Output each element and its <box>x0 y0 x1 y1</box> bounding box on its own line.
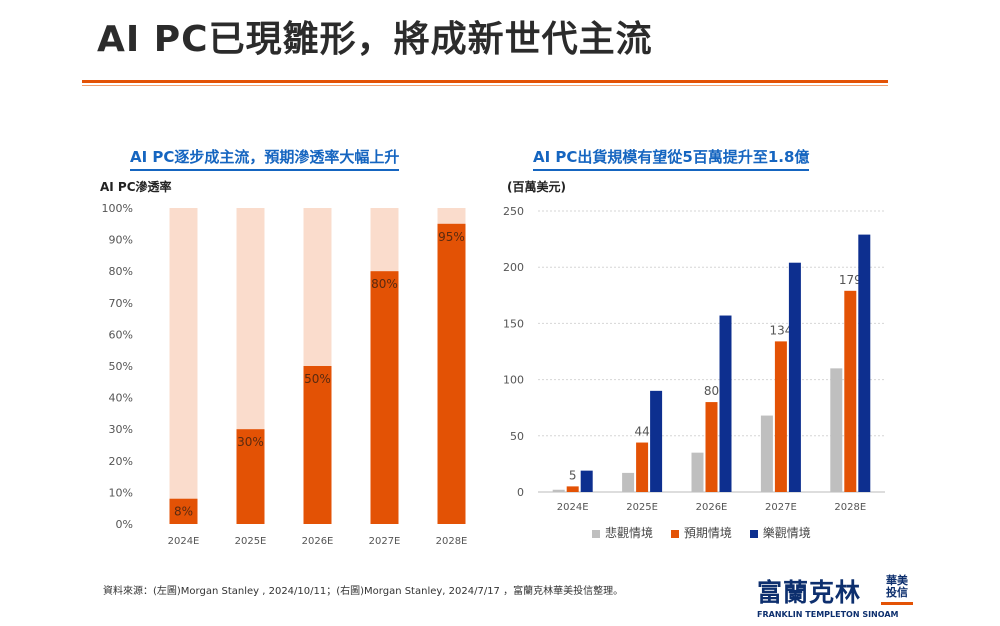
logo-main-text: 富蘭克林 <box>757 578 862 607</box>
left-ytick-label: 90% <box>109 234 133 247</box>
left-bar <box>236 429 265 524</box>
right-bar <box>552 489 565 492</box>
logo-side-top: 華美 <box>886 574 908 587</box>
right-bar <box>719 315 732 492</box>
logo-stripe <box>881 602 913 605</box>
left-ytick-label: 80% <box>109 265 133 278</box>
right-bar-value-label: 134 <box>769 323 792 337</box>
right-bar-value-label: 80 <box>704 384 719 398</box>
right-xtick-label: 2025E <box>626 502 658 513</box>
legend-label-expected: 預期情境 <box>683 526 732 540</box>
left-ytick-label: 70% <box>109 297 133 310</box>
right-bar-value-label: 5 <box>569 468 577 482</box>
right-bar <box>691 452 704 492</box>
franklin-templeton-logo: 富蘭克林 華美 投信 FRANKLIN TEMPLETON SINOAM <box>757 573 915 623</box>
right-bar <box>580 470 593 492</box>
left-bar-value-label: 80% <box>371 277 398 291</box>
left-ytick-label: 40% <box>109 392 133 405</box>
right-bar <box>774 341 787 492</box>
logo-english-text: FRANKLIN TEMPLETON SINOAM <box>757 610 899 619</box>
left-ytick-label: 30% <box>109 423 133 436</box>
right-chart-legend: 悲觀情境 預期情境 樂觀情境 <box>592 524 825 541</box>
right-bar <box>622 472 635 492</box>
right-bar-value-label: 179 <box>839 273 862 287</box>
left-ytick-label: 100% <box>102 202 133 215</box>
right-bar <box>844 290 857 492</box>
right-xtick-label: 2024E <box>557 502 589 513</box>
left-ytick-label: 50% <box>109 360 133 373</box>
left-ytick-label: 10% <box>109 486 133 499</box>
right-bar <box>788 262 801 492</box>
left-bar-background <box>169 208 198 524</box>
left-xtick-label: 2026E <box>302 536 334 547</box>
right-chart-title: AI PC出貨規模有望從5百萬提升至1.8億 <box>533 146 810 171</box>
left-chart-ylabel: AI PC滲透率 <box>100 180 172 194</box>
left-ytick-label: 20% <box>109 455 133 468</box>
left-xtick-label: 2027E <box>369 536 401 547</box>
right-ytick-label: 200 <box>503 261 524 274</box>
left-bar-value-label: 8% <box>174 505 193 519</box>
right-bar-value-label: 44 <box>634 425 649 439</box>
left-chart-title: AI PC逐步成主流，預期滲透率大幅上升 <box>130 146 400 171</box>
right-bar <box>705 402 718 492</box>
legend-label-pessimistic: 悲觀情境 <box>605 526 654 540</box>
logo-side-text: 華美 投信 <box>881 575 913 599</box>
legend-item-optimistic: 樂觀情境 <box>749 526 811 540</box>
right-bar <box>566 486 579 492</box>
right-chart-ylabel: (百萬美元) <box>507 180 566 194</box>
legend-item-pessimistic: 悲觀情境 <box>592 526 653 540</box>
right-ytick-label: 150 <box>503 317 524 330</box>
right-xtick-label: 2027E <box>765 502 797 513</box>
right-xtick-label: 2028E <box>834 502 866 513</box>
left-bar <box>303 366 332 524</box>
right-ytick-label: 100 <box>503 374 524 387</box>
right-bar <box>858 234 871 492</box>
title-divider <box>82 80 888 83</box>
left-bar <box>370 271 399 524</box>
right-bar <box>650 390 663 492</box>
left-xtick-label: 2025E <box>235 536 267 547</box>
right-bar <box>830 368 843 492</box>
logo-side-bottom: 投信 <box>886 586 908 599</box>
left-bar <box>437 223 466 525</box>
left-xtick-label: 2028E <box>436 536 468 547</box>
right-ytick-label: 50 <box>510 430 524 443</box>
left-bar-value-label: 50% <box>304 372 331 386</box>
right-bar <box>760 415 773 492</box>
left-xtick-label: 2024E <box>168 536 200 547</box>
page-title: AI PC已現雛形，將成新世代主流 <box>97 19 653 60</box>
right-bar <box>636 442 649 492</box>
left-bar <box>169 498 198 524</box>
title-divider-thin <box>82 85 888 86</box>
legend-label-optimistic: 樂觀情境 <box>762 526 811 540</box>
source-note: 資料來源：(左圖)Morgan Stanley , 2024/10/11；(右圖… <box>103 586 624 597</box>
left-ytick-label: 0% <box>116 518 133 531</box>
right-xtick-label: 2026E <box>696 502 728 513</box>
left-bar-value-label: 30% <box>237 435 264 449</box>
left-bar-value-label: 95% <box>438 230 465 244</box>
legend-item-expected: 預期情境 <box>670 526 732 540</box>
right-ytick-label: 250 <box>503 205 524 218</box>
left-ytick-label: 60% <box>109 328 133 341</box>
right-ytick-label: 0 <box>517 486 524 499</box>
